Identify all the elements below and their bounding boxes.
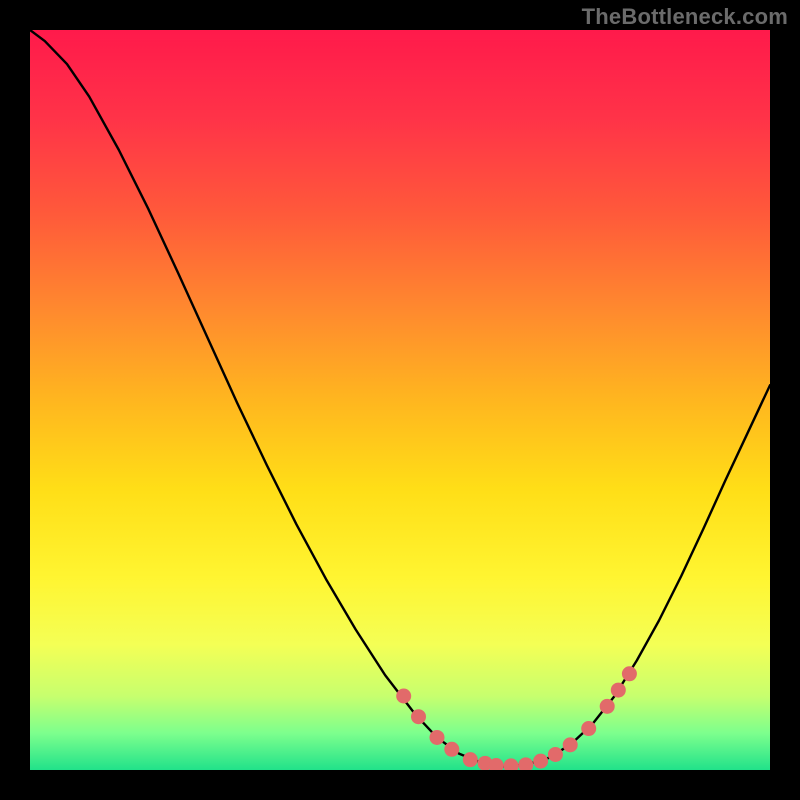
marker-dot [611,683,626,698]
marker-dot [430,730,445,745]
marker-dot [463,752,478,767]
marker-dot [533,754,548,769]
marker-dot [600,699,615,714]
marker-dot [563,737,578,752]
stage: TheBottleneck.com [0,0,800,800]
chart-svg [30,30,770,770]
marker-dot [444,742,459,757]
watermark-text: TheBottleneck.com [582,4,788,30]
marker-dot [548,747,563,762]
marker-dot [622,666,637,681]
marker-dot [411,709,426,724]
marker-dot [396,689,411,704]
plot-background [30,30,770,770]
marker-dot [581,721,596,736]
